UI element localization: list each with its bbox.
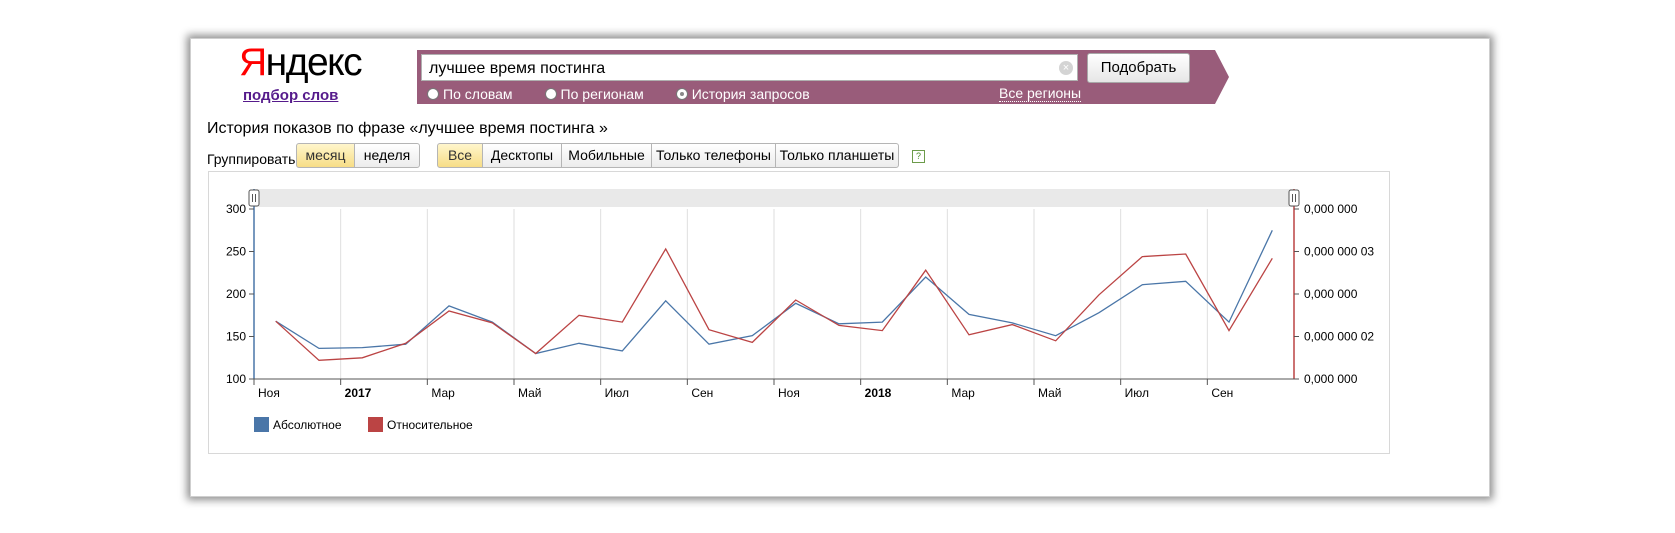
search-bar-arrow xyxy=(1215,50,1229,104)
x-tick-label: 2018 xyxy=(865,386,892,400)
range-handle-right[interactable] xyxy=(1288,189,1300,207)
wordstat-subtitle-link[interactable]: подбор слов xyxy=(243,87,339,104)
legend-swatch[interactable] xyxy=(254,417,269,432)
group-week-button[interactable]: неделя xyxy=(354,143,420,168)
search-submit-button[interactable]: Подобрать xyxy=(1087,53,1190,83)
legend-swatch[interactable] xyxy=(368,417,383,432)
y-tick-label-left: 100 xyxy=(226,372,246,386)
x-tick-label: Июл xyxy=(1125,386,1149,400)
x-tick-label: Сен xyxy=(691,386,713,400)
search-input[interactable]: лучшее время постинга xyxy=(421,54,1078,81)
y-tick-label-left: 250 xyxy=(226,245,246,259)
y-tick-label-left: 200 xyxy=(226,287,246,301)
wordstat-panel: Яндекс подбор слов лучшее время постинга… xyxy=(190,38,1490,497)
y-tick-label-right: 0,000 000 03 xyxy=(1304,245,1374,259)
x-tick-label: Мар xyxy=(951,386,975,400)
group-month-button[interactable]: месяц xyxy=(296,143,355,168)
radio-by-words[interactable]: По словам xyxy=(427,86,513,102)
all-regions-link[interactable]: Все регионы xyxy=(999,85,1082,102)
x-tick-label: Ноя xyxy=(258,386,280,400)
radio-selected-icon xyxy=(675,88,688,100)
relative-series-line xyxy=(275,247,1273,361)
tab-tablets-only[interactable]: Только планшеты xyxy=(775,143,899,168)
y-tick-label-right: 0,000 000 02 xyxy=(1304,330,1374,344)
history-chart-frame: Ноя 2017 Мар Май Июл Сен Ноя 2018 Мар Май Июл Сен 10… xyxy=(208,171,1390,454)
range-navigator[interactable] xyxy=(254,189,1294,207)
y-tick-label-right: 0,000 000 xyxy=(1304,287,1358,301)
group-by-label: Группировать по: xyxy=(207,151,319,167)
x-tick-label: Ноя xyxy=(778,386,800,400)
x-tick-label: Июл xyxy=(605,386,629,400)
legend-label[interactable]: Абсолютное xyxy=(273,418,342,432)
radio-circle-icon xyxy=(544,88,557,100)
clear-icon[interactable]: × xyxy=(1059,61,1073,75)
tab-desktops[interactable]: Десктопы xyxy=(482,143,562,168)
radio-circle-icon xyxy=(427,88,439,100)
radio-query-history[interactable]: История запросов xyxy=(675,86,810,102)
radio-by-regions[interactable]: По регионам xyxy=(544,86,644,102)
y-tick-label-right: 0,000 000 xyxy=(1304,372,1358,386)
x-tick-label: Мар xyxy=(431,386,455,400)
y-tick-label-right: 0,000 000 xyxy=(1304,202,1358,216)
y-tick-label-left: 300 xyxy=(226,202,246,216)
tab-all[interactable]: Все xyxy=(437,143,483,168)
x-tick-label: Сен xyxy=(1211,386,1233,400)
x-tick-label: Май xyxy=(518,386,542,400)
search-mode-group: По словам По регионам История запросов xyxy=(427,85,842,103)
x-tick-label: Май xyxy=(1038,386,1062,400)
x-tick-label: 2017 xyxy=(345,386,372,400)
tab-mobile[interactable]: Мобильные xyxy=(561,143,652,168)
absolute-series-line xyxy=(275,230,1273,355)
help-icon[interactable]: ? xyxy=(912,150,925,163)
page-title: История показов по фразе «лучшее время п… xyxy=(207,120,608,137)
y-tick-label-left: 150 xyxy=(226,330,246,344)
range-handle-left[interactable] xyxy=(248,189,260,207)
history-chart: Ноя 2017 Мар Май Июл Сен Ноя 2018 Мар Май Июл Сен 10… xyxy=(226,189,1374,432)
yandex-logo[interactable]: Яндекс xyxy=(239,41,363,84)
tab-phones-only[interactable]: Только телефоны xyxy=(651,143,776,168)
legend-label[interactable]: Относительное xyxy=(387,418,473,432)
